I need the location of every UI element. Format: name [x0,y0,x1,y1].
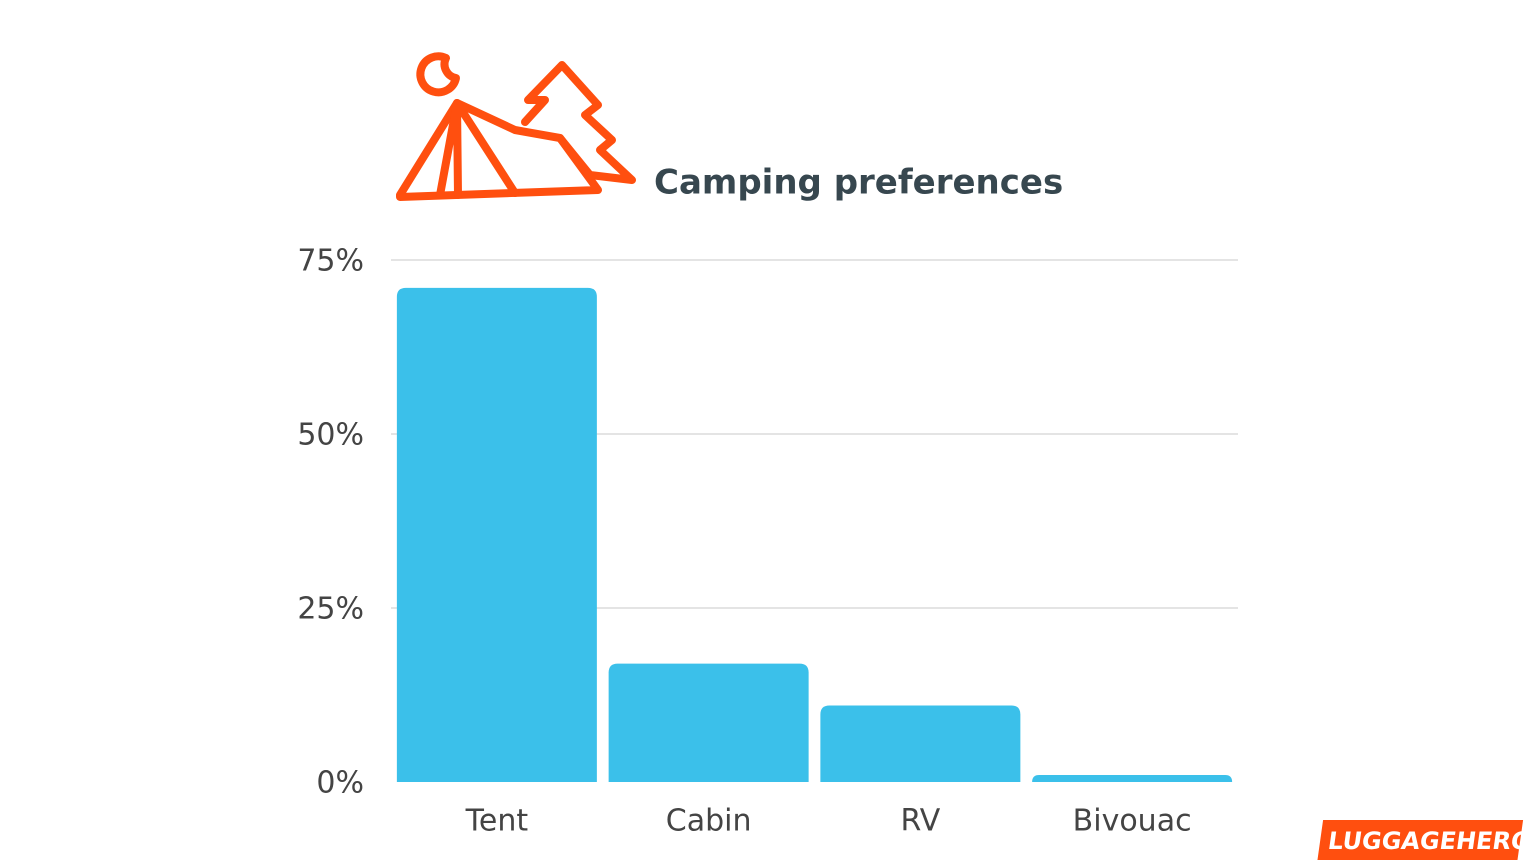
chart-title: Camping preferences [654,163,1063,203]
x-tick-label: Bivouac [1073,804,1192,839]
y-tick-label: 25% [297,592,364,627]
bar [820,705,1021,782]
brand-logo: LUGGAGEHERO [1317,820,1533,860]
y-tick-label: 50% [297,418,364,453]
x-tick-label: Tent [465,804,529,839]
y-tick-label: 75% [297,244,364,279]
y-tick-label: 0% [316,766,364,801]
brand-background [1317,820,1524,860]
bar [396,287,597,782]
brand-text: LUGGAGEHERO [1326,827,1533,855]
camping-icon [396,52,636,201]
bar [608,663,809,782]
x-tick-label: RV [901,804,941,839]
bar [1032,775,1233,782]
x-tick-label: Cabin [666,804,752,839]
